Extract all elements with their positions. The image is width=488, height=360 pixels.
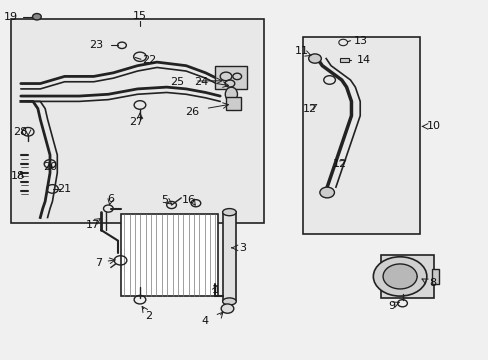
Text: 28: 28	[13, 127, 27, 137]
Text: 23: 23	[89, 40, 103, 50]
Circle shape	[372, 257, 426, 296]
Text: 9: 9	[387, 301, 394, 311]
Text: 15: 15	[133, 12, 147, 21]
Text: 2: 2	[144, 311, 151, 321]
Text: 1: 1	[211, 285, 218, 295]
Text: 6: 6	[107, 194, 114, 204]
Text: 19: 19	[4, 13, 18, 22]
Text: 24: 24	[194, 77, 208, 87]
Bar	[225, 97, 240, 111]
Text: 12: 12	[332, 159, 346, 169]
Ellipse shape	[222, 208, 236, 216]
Circle shape	[382, 264, 416, 289]
Ellipse shape	[222, 298, 236, 305]
Text: 4: 4	[201, 316, 208, 326]
Text: 12: 12	[303, 104, 317, 113]
Bar	[339, 58, 348, 62]
Text: 8: 8	[429, 278, 436, 288]
Text: 25: 25	[170, 77, 184, 87]
Text: 7: 7	[95, 258, 102, 268]
Circle shape	[32, 14, 41, 20]
Text: 21: 21	[58, 184, 72, 194]
Bar	[222, 212, 236, 301]
Circle shape	[221, 304, 233, 313]
Text: 16: 16	[181, 195, 195, 204]
Text: 11: 11	[294, 46, 308, 56]
Text: 18: 18	[10, 171, 24, 181]
Text: 22: 22	[142, 55, 157, 65]
Text: 20: 20	[43, 162, 57, 172]
Text: 13: 13	[353, 36, 367, 46]
Bar	[302, 37, 419, 234]
Bar	[11, 19, 264, 223]
Bar	[215, 66, 246, 89]
Circle shape	[319, 187, 334, 198]
Text: 17: 17	[85, 220, 100, 230]
Text: 3: 3	[239, 243, 246, 253]
Circle shape	[308, 54, 321, 63]
Text: 10: 10	[426, 121, 440, 131]
Bar	[380, 255, 433, 298]
Bar	[120, 214, 217, 296]
Text: 5: 5	[161, 195, 167, 204]
Text: 14: 14	[356, 55, 370, 65]
Text: 27: 27	[129, 117, 143, 127]
Text: 26: 26	[184, 107, 199, 117]
Ellipse shape	[225, 87, 237, 102]
Bar	[431, 269, 438, 284]
